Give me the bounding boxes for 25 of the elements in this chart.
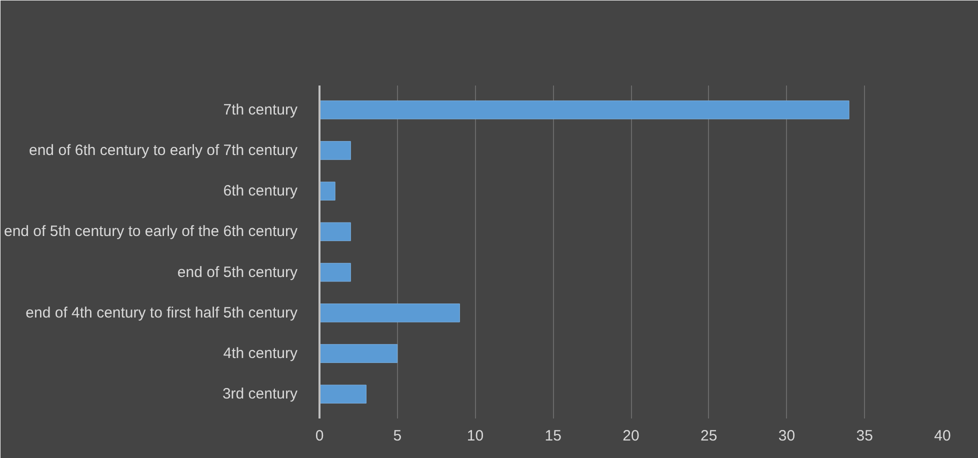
y-tick-label: 3rd century	[222, 386, 298, 403]
y-tick-label: end of 5th century to early of the 6th century	[4, 223, 298, 240]
y-tick-label: 4th century	[223, 345, 298, 362]
y-tick-label: end of 4th century to first half 5th century	[26, 304, 298, 322]
x-tick-label: 10	[466, 428, 484, 444]
x-tick-label: 20	[622, 428, 640, 444]
x-tick-label: 0	[315, 428, 324, 444]
bar	[320, 182, 336, 200]
bar	[320, 344, 398, 363]
x-tick-label: 25	[700, 428, 718, 444]
bar	[320, 384, 366, 404]
x-tick-label: 30	[778, 428, 796, 444]
bar	[320, 141, 351, 160]
bar	[320, 304, 460, 322]
x-tick-label: 35	[856, 428, 873, 444]
bar	[320, 222, 351, 242]
bar	[320, 262, 351, 282]
bar	[320, 100, 850, 120]
x-tick-label: 15	[544, 428, 562, 444]
y-tick-label: end of 6th century to early of 7th century	[29, 142, 298, 159]
y-tick-label: 6th century	[223, 182, 298, 200]
x-tick-label: 40	[934, 428, 951, 444]
y-tick-label: end of 5th century	[177, 264, 298, 281]
y-tick-label: 7th century	[223, 101, 298, 118]
x-tick-label: 5	[393, 428, 402, 444]
